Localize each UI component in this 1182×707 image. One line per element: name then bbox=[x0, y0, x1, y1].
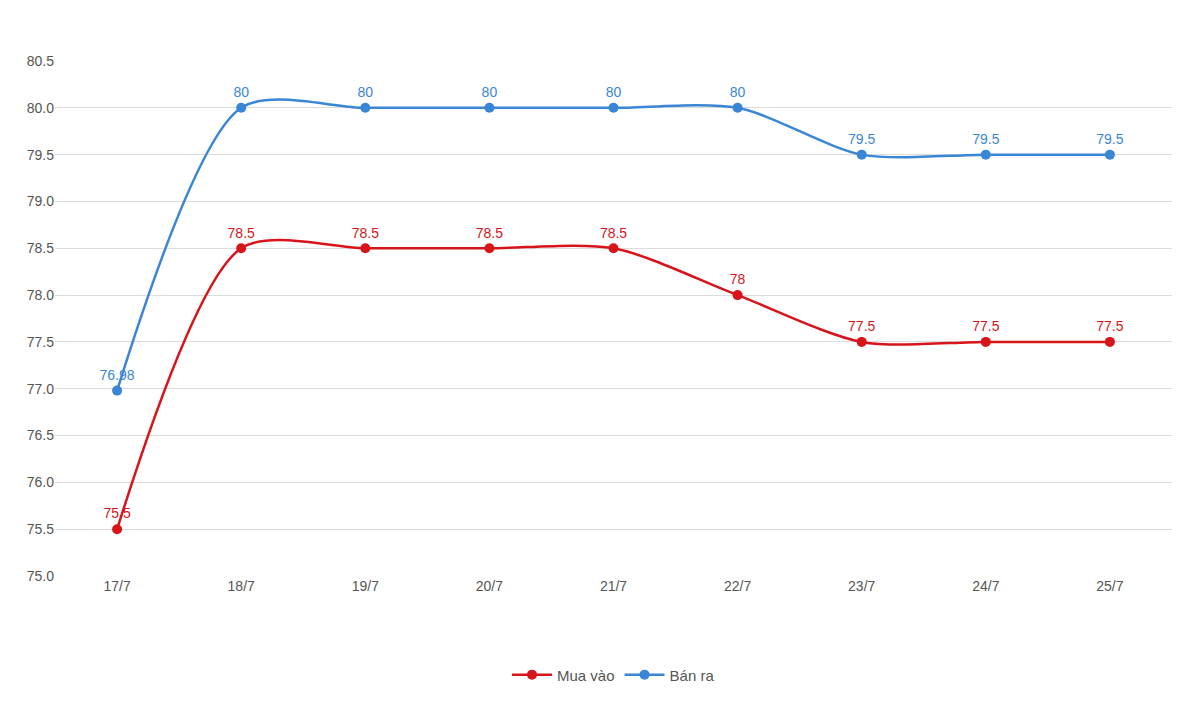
svg-text:77.5: 77.5 bbox=[1096, 318, 1123, 334]
svg-text:80.0: 80.0 bbox=[27, 100, 54, 116]
svg-text:22/7: 22/7 bbox=[724, 578, 751, 594]
svg-text:75.5: 75.5 bbox=[27, 521, 54, 537]
svg-text:19/7: 19/7 bbox=[352, 578, 379, 594]
svg-text:17/7: 17/7 bbox=[103, 578, 130, 594]
svg-text:76.0: 76.0 bbox=[27, 474, 54, 490]
svg-text:24/7: 24/7 bbox=[972, 578, 999, 594]
svg-text:78.0: 78.0 bbox=[27, 287, 54, 303]
svg-text:80: 80 bbox=[730, 84, 746, 100]
svg-text:23/7: 23/7 bbox=[848, 578, 875, 594]
svg-text:78.5: 78.5 bbox=[27, 240, 54, 256]
svg-text:25/7: 25/7 bbox=[1096, 578, 1123, 594]
svg-text:78.5: 78.5 bbox=[228, 225, 255, 241]
svg-text:79.5: 79.5 bbox=[848, 131, 875, 147]
svg-text:75.0: 75.0 bbox=[27, 568, 54, 584]
svg-text:79.0: 79.0 bbox=[27, 193, 54, 209]
svg-text:18/7: 18/7 bbox=[228, 578, 255, 594]
svg-text:21/7: 21/7 bbox=[600, 578, 627, 594]
svg-text:79.5: 79.5 bbox=[27, 147, 54, 163]
svg-text:77.5: 77.5 bbox=[848, 318, 875, 334]
svg-text:Bán ra: Bán ra bbox=[670, 667, 715, 684]
svg-text:76.98: 76.98 bbox=[100, 367, 135, 383]
svg-text:78: 78 bbox=[730, 271, 746, 287]
svg-text:75.5: 75.5 bbox=[103, 505, 130, 521]
svg-text:80: 80 bbox=[606, 84, 622, 100]
svg-text:80: 80 bbox=[233, 84, 249, 100]
svg-text:80: 80 bbox=[358, 84, 374, 100]
svg-text:77.5: 77.5 bbox=[27, 334, 54, 350]
svg-text:78.5: 78.5 bbox=[600, 225, 627, 241]
svg-text:80: 80 bbox=[482, 84, 498, 100]
svg-text:20/7: 20/7 bbox=[476, 578, 503, 594]
svg-text:77.0: 77.0 bbox=[27, 381, 54, 397]
svg-text:78.5: 78.5 bbox=[476, 225, 503, 241]
svg-text:76.5: 76.5 bbox=[27, 427, 54, 443]
svg-text:78.5: 78.5 bbox=[352, 225, 379, 241]
svg-text:79.5: 79.5 bbox=[972, 131, 999, 147]
svg-text:77.5: 77.5 bbox=[972, 318, 999, 334]
svg-text:80.5: 80.5 bbox=[27, 53, 54, 69]
svg-text:79.5: 79.5 bbox=[1096, 131, 1123, 147]
svg-text:Mua vào: Mua vào bbox=[557, 667, 615, 684]
